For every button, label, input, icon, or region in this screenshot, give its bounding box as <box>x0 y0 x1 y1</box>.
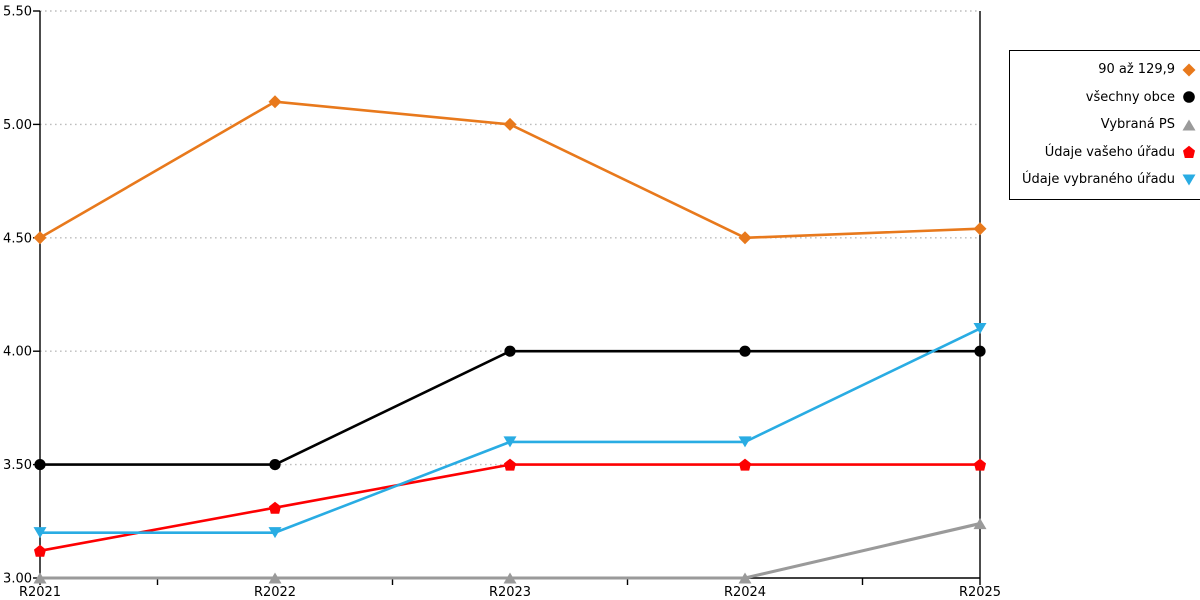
data-point-udaje-vybraneho-uradu-R2021 <box>33 527 47 539</box>
y-tick-label: 3.50 <box>3 458 32 473</box>
data-point-vybrana-ps-R2025 <box>973 518 987 530</box>
data-point-udaje-vaseho-uradu-R2022 <box>269 501 281 514</box>
data-point-udaje-vybraneho-uradu-R2023 <box>503 436 517 448</box>
data-point-90-az-129-9-R2024 <box>738 231 752 245</box>
series-line-udaje-vybraneho-uradu <box>38 327 982 534</box>
data-point-udaje-vaseho-uradu-R2021 <box>34 544 46 557</box>
data-point-udaje-vybraneho-uradu-R2024 <box>738 436 752 448</box>
legend-item-vybrana-ps[interactable]: Vybraná PS <box>1022 111 1196 139</box>
series-line-vsechny-obce <box>38 349 982 466</box>
legend: 90 až 129,9 všechny obce Vybraná PS Údaje v… <box>1009 50 1200 200</box>
legend-circle-icon <box>1183 91 1195 104</box>
y-tick-label: 5.50 <box>3 5 32 20</box>
data-point-90-az-129-9-R2022 <box>268 95 282 109</box>
legend-item-90-az-129-9[interactable]: 90 až 129,9 <box>1022 56 1196 84</box>
data-point-udaje-vybraneho-uradu-R2022 <box>268 527 282 539</box>
legend-triangle-down-icon <box>1182 174 1196 186</box>
data-point-udaje-vaseho-uradu-R2023 <box>504 458 516 471</box>
x-tick-label: R2022 <box>254 585 296 600</box>
legend-label: Údaje vašeho úřadu <box>1044 144 1176 160</box>
y-tick-label: 5.00 <box>3 118 32 133</box>
data-point-90-az-129-9-R2021 <box>33 231 47 245</box>
data-point-90-az-129-9-R2023 <box>503 117 517 131</box>
x-tick-label: R2021 <box>19 585 61 600</box>
x-tick-label: R2023 <box>489 585 531 600</box>
data-point-vsechny-obce-R2025 <box>974 345 986 357</box>
data-point-vybrana-ps-R2021 <box>33 572 47 584</box>
legend-label: Údaje vybraného úřadu <box>1022 172 1176 188</box>
data-point-vsechny-obce-R2021 <box>34 459 46 471</box>
legend-triangle-up-icon <box>1182 119 1196 131</box>
series-line-udaje-vaseho-uradu <box>38 463 982 553</box>
data-point-udaje-vaseho-uradu-R2025 <box>974 458 986 471</box>
data-point-90-az-129-9-R2025 <box>973 222 987 236</box>
legend-label: všechny obce <box>1085 89 1176 105</box>
legend-label: 90 až 129,9 <box>1098 62 1176 78</box>
data-point-udaje-vaseho-uradu-R2024 <box>739 458 751 471</box>
data-point-udaje-vybraneho-uradu-R2025 <box>973 323 987 335</box>
data-point-vybrana-ps-R2024 <box>738 572 752 584</box>
y-tick-label: 3.00 <box>3 572 32 587</box>
legend-label: Vybraná PS <box>1100 117 1176 133</box>
data-point-vsechny-obce-R2023 <box>504 345 516 357</box>
y-tick-label: 4.00 <box>3 345 32 360</box>
data-point-vsechny-obce-R2022 <box>269 459 281 471</box>
legend-pentagon-icon <box>1183 146 1196 159</box>
data-point-vsechny-obce-R2024 <box>739 345 751 357</box>
legend-diamond-icon <box>1182 63 1196 77</box>
legend-item-vsechny-obce[interactable]: všechny obce <box>1022 84 1196 112</box>
data-point-vybrana-ps-R2023 <box>503 572 517 584</box>
legend-item-udaje-vybraneho-uradu[interactable]: Údaje vybraného úřadu <box>1022 166 1196 194</box>
x-tick-label: R2024 <box>724 585 766 600</box>
legend-item-udaje-vaseho-uradu[interactable]: Údaje vašeho úřadu <box>1022 139 1196 167</box>
x-tick-label: R2025 <box>959 585 1001 600</box>
data-point-vybrana-ps-R2022 <box>268 572 282 584</box>
y-tick-label: 4.50 <box>3 231 32 246</box>
